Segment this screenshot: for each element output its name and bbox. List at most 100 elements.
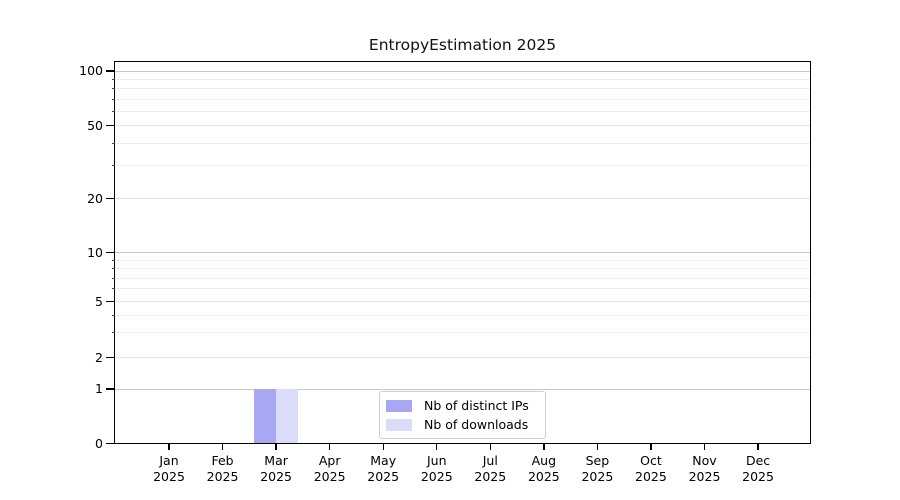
y-minor-tick-mark [111,98,115,100]
y-minor-tick-mark [111,259,115,261]
x-tick-year: 2025 [581,469,614,484]
x-tick-label: Jun 2025 [405,453,469,485]
minor-gridline [115,332,810,334]
x-tick-mark [328,443,331,450]
x-tick-month: Aug [531,453,557,468]
x-tick-mark [221,443,224,450]
minor-gridline [115,142,810,144]
x-tick-label: Oct 2025 [619,453,683,485]
x-tick-label: Apr 2025 [298,453,362,485]
legend-item: Nb of downloads [386,417,539,432]
y-tick-mark [106,357,114,359]
y-tick-label: 1 [95,381,103,396]
legend: Nb of distinct IPs Nb of downloads [379,391,546,439]
x-tick-month: Feb [211,453,234,468]
y-minor-tick-mark [111,268,115,270]
x-tick-mark [703,443,706,450]
y-tick-mark [106,251,114,254]
legend-swatch-distinct-ips [386,399,412,412]
x-tick-year: 2025 [206,469,239,484]
x-tick-month: May [370,453,397,468]
y-minor-tick-mark [111,288,115,290]
minor-gridline [115,259,810,261]
x-tick-mark [543,443,545,450]
y-minor-tick-mark [111,277,115,279]
x-tick-mark [168,443,170,450]
y-tick-mark [106,197,114,200]
x-tick-year: 2025 [527,469,560,484]
x-tick-label: Jul 2025 [458,453,522,485]
y-tick-label: 100 [79,63,103,78]
x-tick-label: Feb 2025 [191,453,255,485]
x-tick-month: Jun [426,453,447,468]
y-minor-tick-mark [111,332,115,334]
y-tick-label: 10 [87,244,103,260]
y-tick-label: 2 [95,349,103,365]
minor-gridline [115,98,810,100]
x-tick-year: 2025 [367,469,400,484]
x-tick-year: 2025 [420,469,453,484]
x-tick-year: 2025 [688,469,721,484]
y-tick-label: 5 [95,293,103,309]
x-tick-mark [382,443,384,450]
x-tick-label: Mar 2025 [244,453,308,485]
plot-area: 100 50 20 10 5 2 1 0 Jan 2025 Feb 2025 Mar 2025 Apr 202… [79,61,811,484]
y-tick-mark [106,125,114,127]
major-gridline [115,252,810,253]
y-tick-mark [106,443,114,445]
x-tick-year: 2025 [153,469,185,484]
y-tick-mark [106,301,114,303]
major-gridline [115,357,810,359]
x-tick-label: Sep 2025 [565,453,629,485]
major-gridline [115,125,810,127]
x-tick-month: Oct [640,453,662,468]
x-tick-month: Sep [585,453,610,468]
y-tick-label: 20 [87,190,103,206]
x-tick-month: Jan [159,453,179,468]
y-tick-label: 50 [87,117,103,133]
x-tick-year: 2025 [313,469,346,484]
minor-gridline [115,164,810,166]
x-tick-label: Jan 2025 [137,453,201,485]
legend-swatch-downloads [386,418,412,431]
major-gridline [115,198,810,199]
x-tick-mark [489,443,491,450]
x-tick-label: Aug 2025 [512,453,576,485]
y-minor-tick-mark [111,314,115,316]
x-tick-month: Mar [264,453,288,468]
major-gridline [115,70,810,72]
x-tick-year: 2025 [260,469,292,484]
x-tick-month: Jul [482,453,498,468]
y-tick-mark [106,388,114,390]
major-gridline [115,301,810,303]
x-tick-mark [596,443,599,450]
y-minor-tick-mark [111,110,115,112]
minor-gridline [115,314,810,316]
x-tick-mark [650,443,652,450]
bar-distinct-ips [254,389,277,443]
y-minor-tick-mark [111,88,115,89]
chart-title: EntropyEstimation 2025 [368,36,557,54]
minor-gridline [115,110,810,112]
y-tick-label: 0 [95,435,103,451]
y-minor-tick-mark [111,164,115,166]
x-tick-month: Dec [745,453,771,468]
bar-downloads [276,389,299,443]
major-gridline [115,388,810,390]
x-tick-year: 2025 [742,469,774,484]
x-tick-mark [275,443,277,450]
x-tick-year: 2025 [474,469,507,484]
x-tick-label: Dec 2025 [726,453,790,485]
legend-label: Nb of distinct IPs [424,398,529,413]
x-tick-mark [757,443,759,450]
y-minor-tick-mark [111,142,115,144]
minor-gridline [115,277,810,279]
minor-gridline [115,78,810,80]
x-tick-month: Nov [692,453,717,468]
x-tick-month: Apr [318,453,341,468]
y-tick-mark [106,70,114,72]
x-tick-label: May 2025 [351,453,415,485]
minor-gridline [115,88,810,89]
legend-label: Nb of downloads [424,417,529,432]
